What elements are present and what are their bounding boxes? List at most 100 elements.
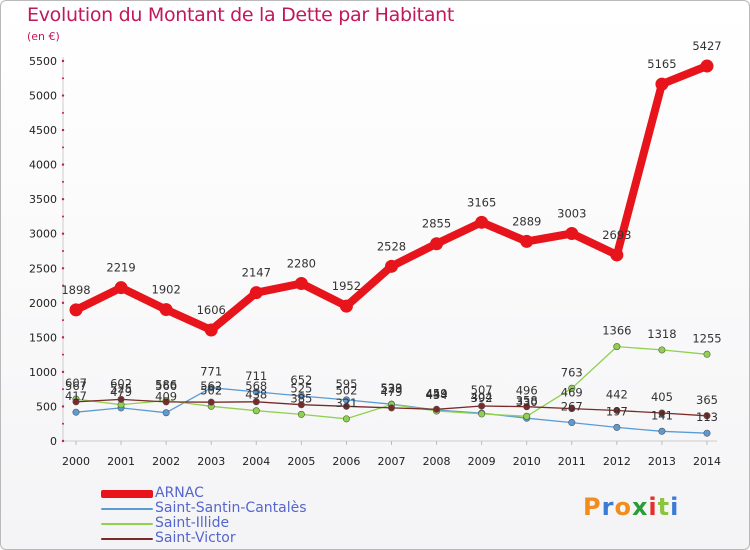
legend-swatch [101,508,153,510]
data-point [658,427,666,435]
data-label: 525 [110,382,132,396]
data-point [162,398,170,406]
data-point [207,384,215,392]
data-label: 442 [606,387,628,401]
x-tick-label: 2000 [62,455,90,468]
data-label: 113 [696,410,718,424]
data-point [162,409,170,417]
data-point [703,412,711,420]
data-point [478,410,486,418]
chart-title: Evolution du Montant de la Dette par Hab… [27,4,455,26]
y-tick-label: 1000 [29,366,57,379]
legend-label: Saint-Santin-Cantalès [155,500,307,516]
data-label: 141 [651,408,673,422]
data-point [565,227,579,241]
data-label: 763 [561,365,583,379]
logo-letter: i [670,493,680,521]
y-minor-tick [62,111,64,114]
data-point [475,215,489,229]
data-label: 2693 [602,228,631,242]
legend-label: Saint-Victor [155,530,236,546]
data-label: 652 [290,373,312,387]
data-label: 2855 [422,217,451,231]
data-label: 1952 [332,279,361,293]
data-label: 1902 [152,283,181,297]
data-label: 562 [200,379,222,393]
y-tick-mark [61,232,65,235]
proxiti-logo: Proxiti [583,493,679,521]
data-label: 385 [290,391,312,405]
y-tick-label: 0 [50,435,57,448]
data-point [610,248,624,262]
data-point [249,286,263,300]
data-point [613,423,621,431]
y-tick-label: 5000 [29,90,57,103]
y-tick-label: 1500 [29,331,57,344]
data-label: 2889 [512,214,541,228]
data-point [204,323,218,337]
data-label: 197 [606,404,628,418]
chart-subtitle: (en €) [27,30,60,43]
axes: 0 500 1000 1500 2000 2500 3000 3500 4000 4500 5000… [29,55,721,468]
legend-label: Saint-Illide [155,515,230,531]
logo-letter: r [601,493,615,521]
x-tick-label: 2011 [558,455,586,468]
data-label: 392 [471,391,493,405]
x-tick-label: 2002 [152,455,180,468]
data-point [297,392,305,400]
data-point [117,395,125,403]
y-minor-tick [62,77,64,80]
data-label: 2528 [377,239,406,253]
x-tick-label: 2007 [378,455,406,468]
x-tick-label: 2003 [197,455,225,468]
y-tick-mark [61,128,65,132]
data-label: 459 [426,386,448,400]
y-tick-mark [61,59,65,63]
data-label: 507 [471,383,493,397]
data-point [385,259,398,273]
data-label: 5427 [692,39,721,53]
x-tick-label: 2009 [468,455,496,468]
y-minor-tick [62,353,64,356]
data-point [69,303,83,317]
y-tick-mark [61,301,65,305]
data-label: 568 [245,379,267,393]
legend-swatch [101,538,153,540]
data-label: 1366 [602,324,631,338]
data-point [703,429,711,437]
y-minor-tick [62,284,64,287]
data-label: 2280 [287,256,316,270]
y-tick-label: 2500 [29,262,57,275]
legend-label: ARNAC [155,485,204,501]
data-label: 502 [335,383,357,397]
data-label: 566 [155,379,177,393]
data-label: 607 [65,376,87,390]
data-point [658,409,666,417]
data-label: 2147 [242,266,271,280]
y-tick-label: 4000 [29,159,57,172]
data-label: 595 [335,377,357,391]
data-label: 502 [200,383,222,397]
data-point [297,410,305,418]
x-tick-label: 2014 [693,455,721,468]
y-tick-mark [61,439,65,443]
logo-letter: P [583,493,602,521]
y-tick-label: 3500 [29,193,57,206]
data-point [523,412,531,420]
logo-letter: o [614,493,632,521]
data-point [387,404,395,412]
data-point [252,398,260,406]
y-tick-mark [61,405,65,408]
data-point [700,59,714,73]
data-point [252,388,260,396]
data-label: 771 [200,365,222,379]
data-point [342,402,350,410]
data-label: 405 [651,390,673,404]
data-label: 496 [516,384,538,398]
data-point [613,406,621,414]
data-point [207,398,215,406]
y-minor-tick [62,250,64,252]
data-point [520,234,534,248]
data-label: 321 [335,396,357,410]
